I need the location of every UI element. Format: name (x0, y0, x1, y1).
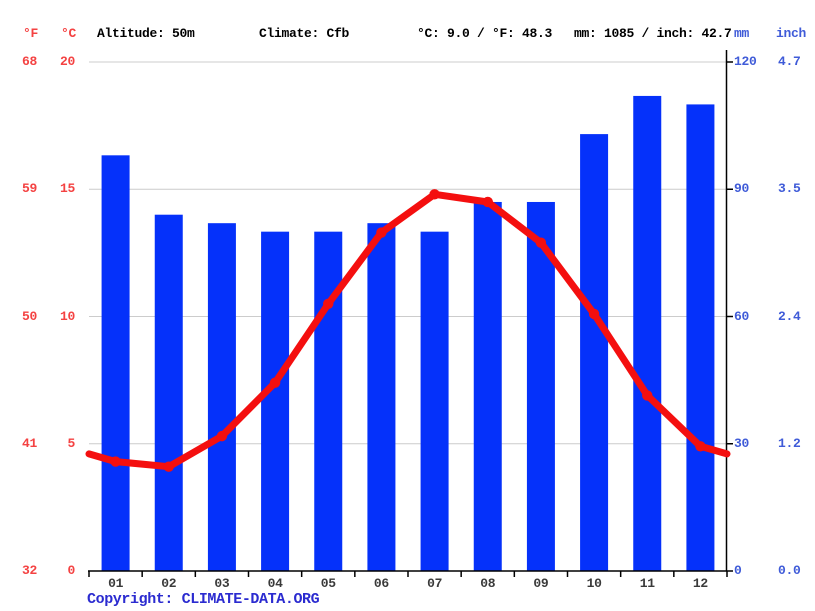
c-tick-label: 10 (59, 309, 75, 324)
f-tick-label: 59 (21, 181, 37, 196)
temperature-point-04 (269, 377, 281, 388)
mm-tick-label: 120 (734, 54, 757, 69)
month-label-06: 06 (373, 576, 389, 591)
f-tick-label: 50 (21, 309, 37, 324)
copyright: Copyright: CLIMATE-DATA.ORG (87, 591, 320, 609)
precip-bar-01 (101, 155, 130, 572)
precip-bar-03 (207, 223, 236, 571)
f-tick-label: 32 (21, 563, 37, 578)
month-label-07: 07 (427, 576, 443, 591)
precip-bar-05 (314, 231, 343, 571)
temperature-summary: °C: 9.0 / °F: 48.3 (417, 26, 553, 41)
month-label-10: 10 (586, 576, 602, 591)
precip-bar-08 (473, 201, 502, 571)
temperature-point-09 (535, 237, 547, 248)
climate-data-link[interactable]: CLIMATE-DATA.ORG (181, 591, 320, 608)
f-tick-label: 68 (21, 54, 37, 69)
temperature-point-11 (642, 390, 653, 401)
temperature-point-02 (163, 461, 174, 472)
c-tick-label: 15 (59, 181, 75, 196)
climate-class-label: Climate: Cfb (259, 26, 350, 41)
precip-bar-04 (261, 231, 290, 571)
month-label-12: 12 (692, 576, 708, 591)
inch-tick-label: 0.0 (778, 563, 801, 578)
precip-bar-12 (686, 104, 715, 572)
mm-axis-header: mm (734, 26, 750, 41)
mm-tick-label: 60 (734, 309, 750, 324)
precip-bar-06 (367, 223, 396, 571)
month-label-03: 03 (214, 576, 230, 591)
precip-bar-10 (580, 134, 609, 571)
inch-tick-label: 3.5 (778, 181, 801, 196)
precip-bar-07 (420, 231, 449, 571)
month-label-05: 05 (320, 576, 336, 591)
inch-axis-header: inch (776, 26, 807, 41)
temperature-point-01 (110, 456, 121, 467)
c-tick-label: 5 (67, 436, 75, 451)
f-axis-header: °F (23, 26, 39, 41)
inch-tick-label: 1.2 (778, 436, 801, 451)
inch-tick-label: 4.7 (778, 54, 801, 69)
precip-bar-09 (526, 201, 555, 571)
f-tick-label: 41 (21, 436, 37, 451)
month-label-01: 01 (108, 576, 124, 591)
altitude-label: Altitude: 50m (97, 26, 195, 41)
precipitation-summary: mm: 1085 / inch: 42.7 (574, 26, 732, 41)
copyright-label: Copyright: (87, 591, 182, 608)
month-label-09: 09 (533, 576, 549, 591)
temperature-point-06 (376, 227, 387, 238)
precip-bar-02 (154, 214, 183, 571)
precip-bar-11 (633, 95, 662, 571)
month-label-02: 02 (161, 576, 177, 591)
mm-tick-label: 0 (734, 563, 742, 578)
temperature-point-07 (429, 189, 440, 200)
month-label-04: 04 (267, 576, 283, 591)
c-tick-label: 0 (67, 563, 75, 578)
c-tick-label: 20 (59, 54, 75, 69)
temperature-point-08 (482, 196, 493, 208)
temperature-point-12 (695, 441, 706, 452)
c-axis-header: °C (61, 26, 77, 41)
mm-tick-label: 30 (734, 436, 750, 451)
month-label-08: 08 (480, 576, 496, 591)
temperature-point-10 (588, 308, 600, 320)
temperature-point-05 (323, 298, 334, 309)
month-label-11: 11 (639, 576, 655, 591)
temperature-line (85, 190, 731, 471)
inch-tick-label: 2.4 (778, 309, 801, 324)
mm-tick-label: 90 (734, 181, 750, 196)
temperature-point-03 (216, 430, 228, 442)
